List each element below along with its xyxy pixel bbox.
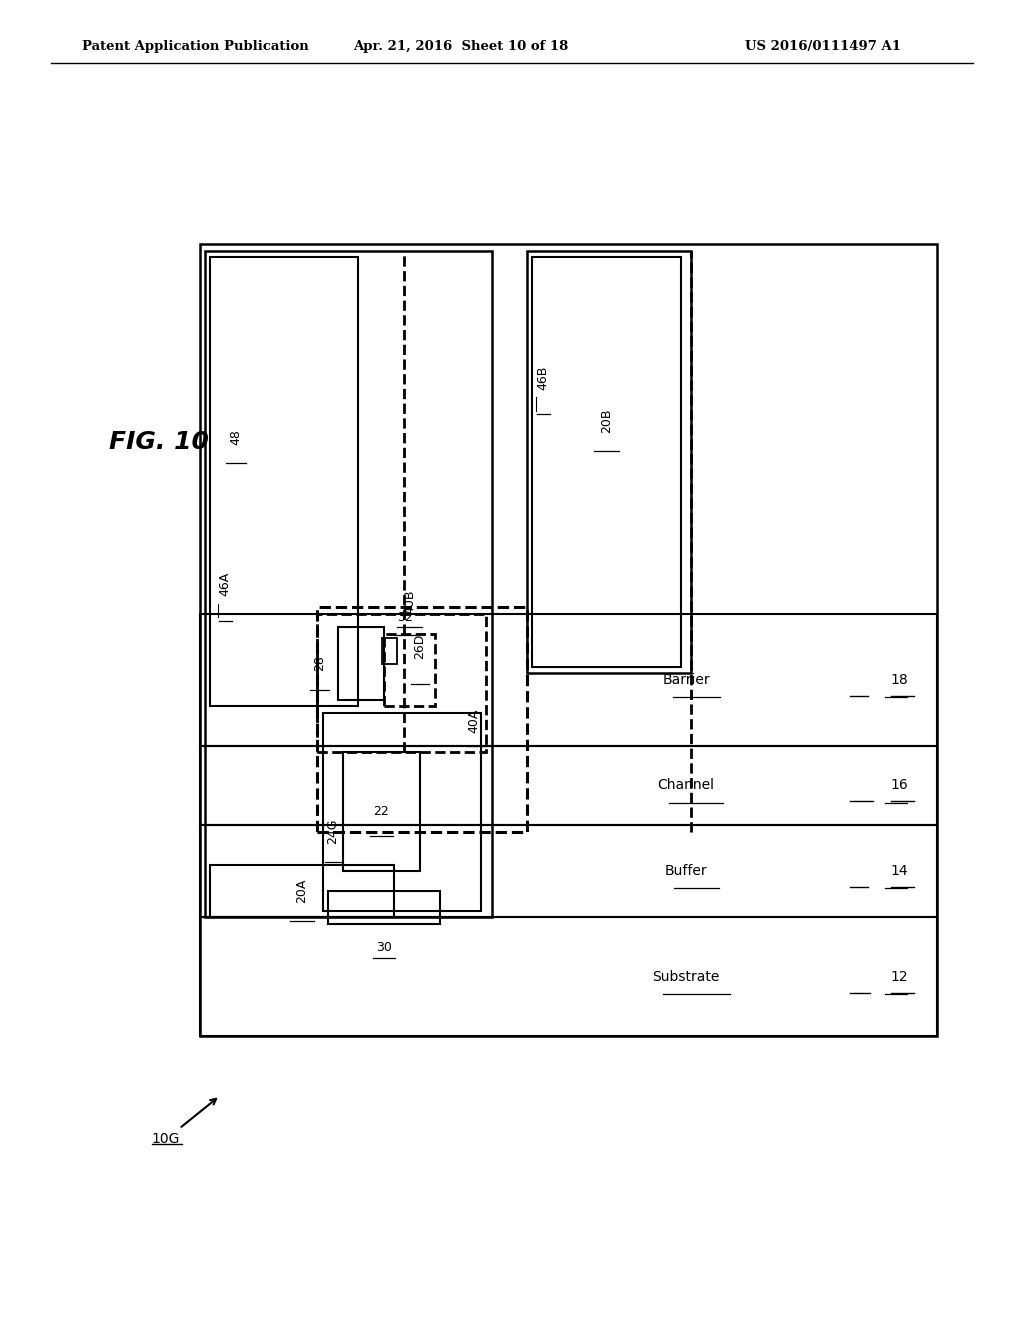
Text: 24G: 24G [327, 818, 339, 845]
Text: 28: 28 [313, 655, 326, 672]
Bar [338, 627, 384, 700]
Bar [210, 865, 394, 917]
Text: FIG. 10: FIG. 10 [109, 430, 209, 454]
Bar [532, 257, 681, 667]
Bar [200, 746, 937, 825]
Bar [200, 614, 937, 746]
Text: 18: 18 [891, 673, 908, 686]
Text: 20B: 20B [600, 409, 613, 433]
Bar [323, 713, 481, 911]
Text: 30: 30 [376, 941, 392, 954]
Bar [343, 752, 420, 871]
Text: 26D: 26D [414, 634, 426, 660]
Text: 40A: 40A [468, 709, 480, 733]
Text: 14: 14 [891, 865, 908, 878]
Bar [382, 638, 397, 664]
Text: Substrate: Substrate [652, 970, 720, 983]
Text: 46A: 46A [219, 572, 231, 597]
Text: US 2016/0111497 A1: US 2016/0111497 A1 [745, 40, 901, 53]
Bar [317, 614, 486, 752]
Text: Barrier: Barrier [663, 673, 710, 686]
Text: Channel: Channel [657, 779, 715, 792]
Text: 22: 22 [374, 805, 389, 818]
Text: Patent Application Publication: Patent Application Publication [82, 40, 308, 53]
Text: 12: 12 [891, 970, 908, 983]
Bar [200, 825, 937, 917]
Text: 46B: 46B [537, 366, 549, 389]
Bar [210, 257, 358, 706]
Bar [527, 251, 691, 673]
Bar [205, 251, 492, 917]
Text: 40B: 40B [403, 589, 416, 614]
Bar [317, 607, 527, 832]
Bar [200, 917, 937, 1036]
Text: 32: 32 [397, 611, 413, 624]
Bar [328, 891, 440, 924]
Bar [200, 244, 937, 1036]
Text: 48: 48 [229, 429, 242, 445]
Text: 10G: 10G [152, 1133, 180, 1146]
Text: 16: 16 [891, 779, 908, 792]
Bar [384, 634, 435, 706]
Text: 20A: 20A [296, 879, 308, 903]
Text: Buffer: Buffer [665, 865, 708, 878]
Text: Apr. 21, 2016  Sheet 10 of 18: Apr. 21, 2016 Sheet 10 of 18 [353, 40, 568, 53]
